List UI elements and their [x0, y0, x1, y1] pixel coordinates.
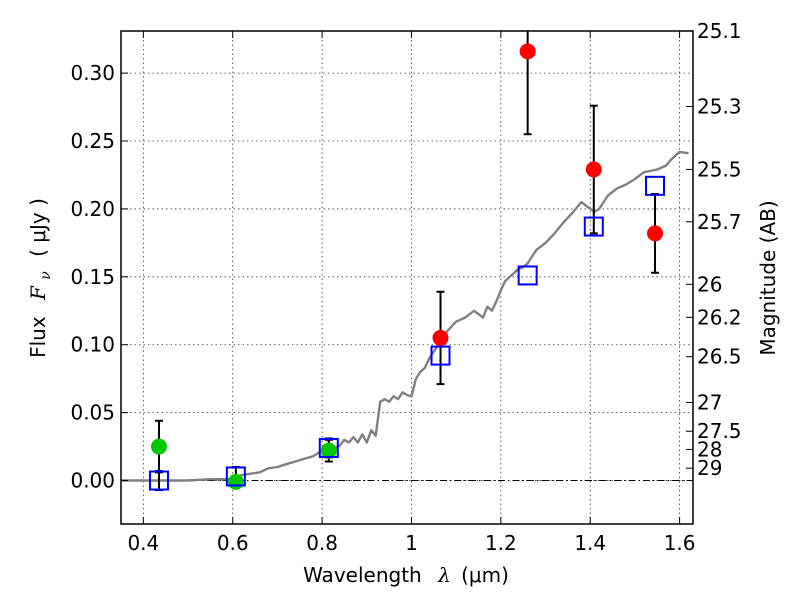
y-tick-label: 0.25 — [70, 129, 115, 153]
x-tick-label: 0.8 — [306, 531, 338, 555]
blue-model-square — [225, 466, 246, 487]
x-tick-label: 0.4 — [127, 531, 159, 555]
blue-model-square — [645, 175, 666, 196]
grid-lines — [121, 31, 693, 524]
y2-tick-label: 25.7 — [697, 210, 742, 234]
green-data-point — [227, 473, 244, 490]
y-tick-label: 0.05 — [70, 401, 115, 425]
y-axis-label-unit: ( μJy ) — [26, 198, 50, 257]
blue-model-square — [148, 470, 169, 491]
blue-model-square — [318, 437, 339, 458]
x-axis-label-symbol: λ — [437, 563, 451, 587]
y-axis-label-prefix: Flux — [26, 316, 50, 358]
y2-tick-label: 25.1 — [697, 19, 742, 43]
model-spectrum — [121, 150, 689, 482]
y-axis-label-subscript: ν — [38, 271, 54, 280]
plot-frame — [120, 30, 694, 525]
y-axis-ticks: 0.00 0.05 0.10 0.15 0.20 0.25 0.30 — [70, 61, 128, 493]
x-axis-label-unit: (μm) — [461, 563, 509, 587]
blue-model-square — [517, 265, 538, 286]
red-data-point — [519, 43, 536, 60]
red-data-point — [585, 161, 602, 178]
x-axis-label-text: Wavelength — [303, 563, 422, 587]
y-tick-label: 0.20 — [70, 197, 115, 221]
blue-model-square — [583, 216, 604, 237]
y2-tick-label: 28 — [697, 437, 722, 461]
y-tick-label: 0.15 — [70, 265, 115, 289]
red-data-point — [647, 225, 664, 242]
y-tick-label: 0.10 — [70, 333, 115, 357]
y-axis-label-symbol: F — [26, 285, 50, 301]
green-data-point — [150, 438, 167, 455]
photometry-markers — [148, 43, 666, 491]
y2-axis-label: Magnitude (AB) — [756, 200, 780, 355]
x-tick-label: 1 — [405, 531, 418, 555]
x-axis-label: Wavelength λ (μm) — [303, 563, 509, 587]
y-tick-label: 0.00 — [70, 469, 115, 493]
y2-tick-label: 25.5 — [697, 157, 742, 181]
red-data-point — [432, 329, 449, 346]
x-tick-label: 1.2 — [485, 531, 517, 555]
y2-tick-label: 25.3 — [697, 95, 742, 119]
error-bars — [154, 31, 660, 492]
blue-model-square — [430, 345, 451, 366]
x-tick-label: 1.4 — [574, 531, 606, 555]
x-tick-label: 1.6 — [664, 531, 696, 555]
y2-tick-label: 26 — [697, 272, 722, 296]
x-axis-ticks: 0.4 0.6 0.8 1 1.2 1.4 1.6 — [127, 31, 696, 555]
y2-tick-label: 29 — [697, 456, 722, 480]
x-tick-label: 0.6 — [217, 531, 249, 555]
y2-tick-label: 26.2 — [697, 305, 742, 329]
y-axis-label: Flux F ν ( μJy ) — [26, 198, 55, 358]
y-tick-label: 0.30 — [70, 61, 115, 85]
y2-tick-label: 27 — [697, 390, 722, 414]
y2-tick-label: 26.5 — [697, 345, 742, 369]
green-data-point — [320, 442, 337, 459]
spectrum-line — [121, 150, 689, 482]
plot-area — [121, 31, 693, 492]
y2-tick-label: 27.5 — [697, 419, 742, 443]
